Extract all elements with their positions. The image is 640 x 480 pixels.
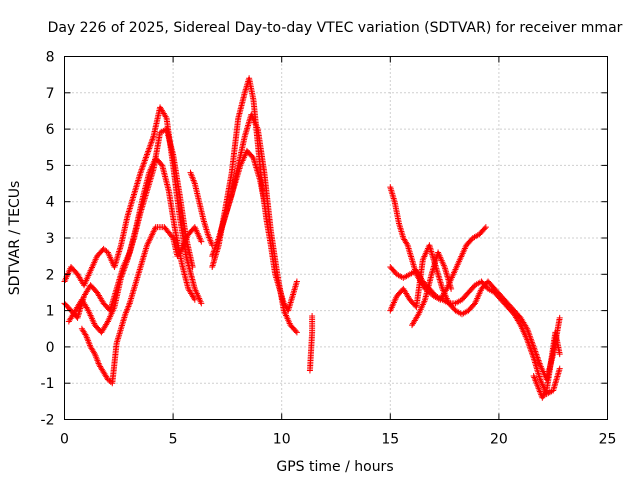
series-track-d [78,300,133,387]
x-tick-label: 10 [273,432,291,448]
data-point [448,285,455,292]
data-point [403,240,410,247]
y-tick-label: 3 [46,231,55,247]
series-track-i [217,147,268,234]
y-tick-label: 6 [46,122,55,138]
data-point [177,247,184,254]
axis-ticks [64,56,608,420]
data-point [158,161,165,168]
grid [64,56,608,420]
data-point [189,264,196,271]
x-axis-label: GPS time / hours [276,459,393,475]
data-point [261,198,268,205]
y-tick-label: -2 [41,413,55,429]
data-point [293,329,300,336]
data-point [292,328,299,335]
data-point [198,238,205,245]
plot-frame [64,56,608,420]
y-axis-label: SDTVAR / TECUs [7,181,23,296]
series-track-j [306,313,316,374]
x-tick-label: 15 [381,432,399,448]
y-tick-label: 4 [46,195,55,211]
data-point [91,349,98,356]
series-track-o [530,329,563,401]
y-tick-label: 7 [46,86,55,102]
data-point [556,365,563,372]
data-point [482,224,489,231]
y-tick-label: 1 [46,304,55,320]
series-track-n [409,249,455,329]
data-point [191,296,198,303]
y-tick-labels: -2 -1 0 1 2 3 4 5 6 7 8 [41,50,55,429]
x-tick-label: 20 [490,432,508,448]
series-track-f [187,169,216,249]
data-point [293,278,300,285]
series-track-e [126,224,205,307]
data-point [82,331,89,338]
y-tick-label: 0 [46,340,55,356]
data-point [556,351,563,358]
x-tick-labels: 0 5 10 15 20 25 [60,432,616,448]
data-point [542,388,549,395]
chart-title: Day 226 of 2025, Sidereal Day-to-day VTE… [48,20,623,36]
series-track-g [209,75,300,314]
x-tick-label: 25 [599,432,617,448]
x-tick-label: 0 [60,432,69,448]
data-point [169,233,176,240]
series-track-c [65,126,196,336]
x-tick-label: 5 [169,432,178,448]
y-tick-label: 2 [46,267,55,283]
y-tick-label: 5 [46,158,55,174]
data-point [556,314,563,321]
data-point [309,313,316,320]
data-points [61,75,563,401]
y-tick-label: -1 [41,376,55,392]
data-point [481,225,488,232]
y-tick-label: 8 [46,50,55,66]
data-point [198,300,205,307]
